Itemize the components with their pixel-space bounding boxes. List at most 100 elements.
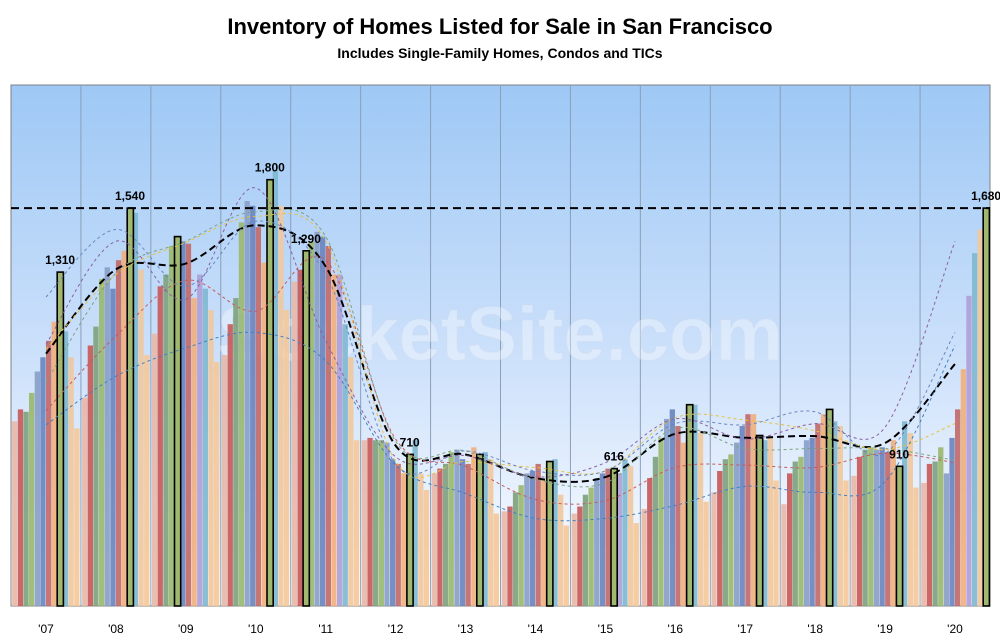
bar [868,447,874,606]
bar [552,459,558,606]
bar [750,414,757,606]
bar [291,281,298,606]
highlighted-bar [173,235,182,607]
bar [367,437,373,606]
highlighted-bar [755,434,764,607]
bar [767,437,774,606]
bar [762,440,768,606]
data-label: 1,290 [291,232,321,246]
bar [51,321,57,606]
bar [518,485,524,606]
bar [93,326,99,606]
bar [633,523,639,606]
bar [616,473,622,606]
bar [541,480,547,606]
bar [605,468,611,606]
bar [787,473,793,606]
bar [378,440,384,606]
data-label: 710 [400,435,420,449]
data-label: 616 [604,450,624,464]
bar [664,418,670,606]
bar [168,246,175,606]
bar [582,494,589,606]
highlighted-bar [406,453,414,607]
bar [82,397,88,606]
bar [885,452,891,606]
x-tick-label: '18 [807,622,823,636]
bar [641,508,647,606]
bar [152,333,158,606]
highlighted-bar [895,465,904,607]
bar [524,473,530,606]
x-tick-label: '19 [877,622,893,636]
bar [202,288,208,606]
x-tick-label: '07 [38,622,54,636]
highlighted-bar [56,271,65,607]
bar [692,404,698,606]
trend-line [45,255,956,505]
highlighted-bar [266,178,274,607]
chart-subtitle: Includes Single-Family Homes, Condos and… [337,45,663,61]
bar [261,262,267,606]
bar [157,286,163,606]
bar [571,513,577,606]
bar [87,345,93,606]
bar [529,471,536,606]
data-labels: 1,310 1,540 1,800 1,290 710 616 910 1,680 [45,161,1000,464]
trend-line [45,331,956,522]
bar [745,414,751,606]
bar [913,487,919,606]
trend-line [45,224,956,483]
bar [459,459,466,606]
highlighted-bar [545,460,554,607]
bar [320,236,326,606]
bar [960,369,966,606]
bar [792,461,798,606]
bar [62,331,69,606]
bar [832,421,838,606]
x-tick-label: '08 [108,622,124,636]
x-tick-label: '14 [528,622,544,636]
bar [851,475,857,607]
bar [594,478,600,606]
bar [734,442,740,606]
bar [482,452,488,606]
bar [221,355,228,606]
bar [588,487,594,606]
bar [17,409,24,606]
bar [902,421,908,606]
x-tick-label: '10 [248,622,264,636]
bar [681,442,687,606]
x-tick-label: '16 [667,622,683,636]
trend-line [45,208,956,488]
bar [628,466,634,606]
bar [342,324,348,606]
bar [563,525,569,606]
bar [163,274,169,606]
bar [717,471,723,606]
highlighted-bar [685,403,694,607]
bar [493,513,499,606]
bar [325,246,331,606]
highlighted-bar [302,250,311,607]
bar [949,437,955,606]
bar [68,357,74,606]
bar [938,447,944,606]
bar [932,461,938,606]
bar [798,456,804,606]
bar [197,274,203,606]
bar [443,463,449,606]
bar [907,433,913,606]
trend-line [45,220,956,476]
highlighted-bar [982,207,991,607]
bar [418,473,424,606]
bar [255,227,261,606]
bar [879,447,885,606]
x-tick-label: '13 [458,622,474,636]
bar [652,456,659,606]
bar [29,392,35,606]
bar [238,222,245,606]
data-label: 1,540 [115,189,145,203]
highlighted-bar [475,453,484,607]
bar [488,459,494,606]
